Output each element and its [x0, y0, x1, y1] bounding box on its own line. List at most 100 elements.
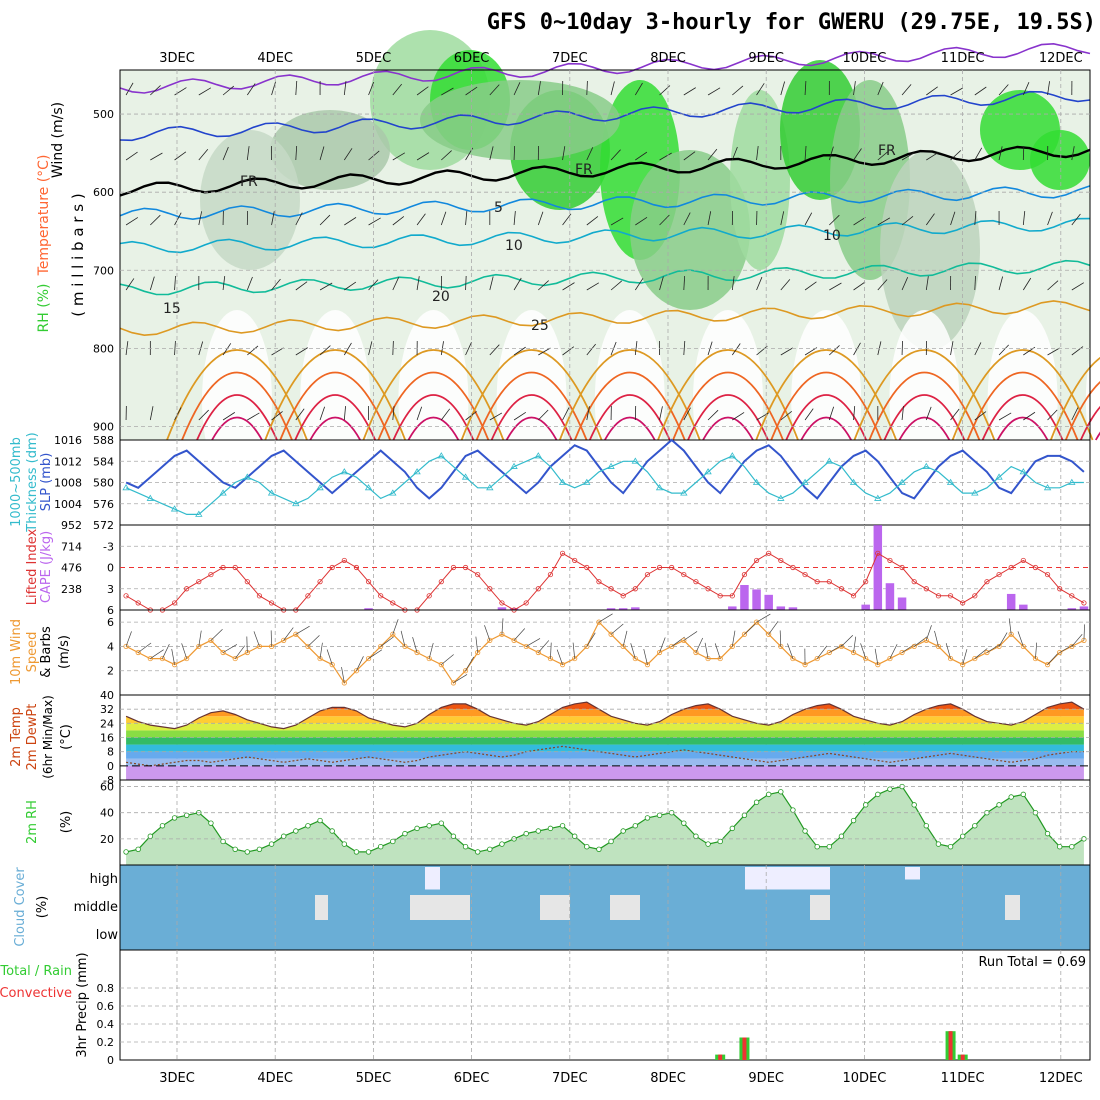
- wind-barb: [174, 341, 176, 356]
- wind-speed-point: [984, 649, 990, 656]
- rh-point: [802, 828, 808, 834]
- lifted-index-point: [196, 579, 202, 585]
- wind-speed-point: [305, 643, 311, 650]
- wind-barb: [610, 217, 624, 226]
- cape-bar: [1006, 593, 1016, 610]
- wind-barb: [828, 406, 835, 421]
- wind-speed-point: [681, 637, 687, 643]
- rh-point: [753, 799, 760, 805]
- wind-barb: [756, 83, 765, 96]
- wind-barb: [926, 86, 938, 96]
- wind-speed-point: [281, 637, 287, 643]
- upper-ytick: 800: [93, 342, 114, 355]
- cloud-level-label: high: [90, 872, 118, 887]
- temp-arch: [294, 394, 377, 441]
- wind-barb: [829, 214, 840, 226]
- lifted-index-point: [1032, 564, 1039, 571]
- wind-barb: [926, 152, 939, 161]
- wind-barb: [441, 87, 454, 96]
- lifted-index-axis-label: Lifted Index: [25, 528, 40, 605]
- lifted-index-point: [717, 593, 723, 599]
- cape-ytick: 952: [61, 519, 82, 532]
- cape-bar: [752, 589, 761, 610]
- rh-ytick: 60: [100, 781, 114, 794]
- rh-shading: [1030, 130, 1090, 190]
- rh-point: [390, 838, 396, 845]
- wind-barb: [998, 276, 1004, 291]
- wind-barb: [513, 211, 516, 226]
- temp-contour: [119, 259, 1091, 296]
- temp-contour: [119, 90, 1091, 142]
- wind-speed-point: [729, 643, 735, 650]
- wind-barb: [1047, 652, 1059, 665]
- wind-barb: [513, 412, 527, 421]
- rh-point: [911, 802, 917, 808]
- thickness-point: [340, 468, 349, 475]
- cloud-middle: [410, 895, 470, 920]
- lifted-index-point: [863, 579, 869, 585]
- lifted-index-point: [887, 557, 893, 564]
- thickness-point: [777, 494, 785, 501]
- wind-barb: [1071, 282, 1084, 291]
- wind-barb: [441, 150, 452, 161]
- rh-point: [1008, 794, 1014, 800]
- cape-ytick: 6: [107, 604, 114, 617]
- wind-barb: [1022, 82, 1030, 96]
- lifted-index-point: [947, 593, 954, 599]
- temp-contour: [119, 185, 1091, 221]
- temp-arch: [588, 394, 671, 441]
- wind-barb: [974, 211, 977, 226]
- cape-ytick: 0: [107, 562, 114, 575]
- wind-barb: [295, 347, 308, 356]
- slp-ytick: 1012: [54, 455, 82, 468]
- lifted-index-point: [256, 593, 263, 599]
- wind-barb: [222, 412, 236, 421]
- wind-barb: [780, 211, 785, 226]
- cape-bar: [606, 608, 616, 610]
- temp-band: [126, 751, 1084, 759]
- temp-arch: [898, 416, 951, 441]
- temp-band: [126, 765, 1084, 780]
- wind-barb: [1017, 631, 1024, 647]
- wind-barb: [877, 279, 888, 291]
- wind-barb: [572, 642, 576, 659]
- wind-barb: [659, 637, 666, 653]
- wind-barb: [513, 628, 526, 641]
- temp-ytick: 40: [100, 689, 114, 702]
- wind-barb: [562, 146, 566, 161]
- rh-point: [317, 817, 323, 824]
- rh-point: [438, 820, 445, 826]
- wind-barb: [368, 217, 381, 226]
- wind-barb: [731, 276, 735, 291]
- cloud-high: [905, 867, 920, 880]
- lifted-index-point: [450, 564, 457, 571]
- lifted-index-point: [790, 564, 796, 571]
- wind-barb: [368, 81, 375, 96]
- wind-barb: [860, 643, 867, 659]
- wind-barb: [538, 280, 549, 291]
- rh-point: [220, 838, 226, 845]
- wind-barb: [1047, 211, 1053, 226]
- wind-barb: [659, 214, 670, 226]
- wind-barb: [222, 85, 235, 96]
- lifted-index-point: [232, 564, 238, 571]
- wind-barb: [950, 150, 962, 161]
- temp-ytick: 16: [100, 732, 114, 745]
- rh-point: [693, 833, 699, 839]
- thickness-point: [1043, 484, 1052, 491]
- wind-barb: [683, 407, 691, 421]
- wind-barb: [756, 345, 768, 356]
- wind-speed-point: [232, 655, 238, 662]
- wind-speed-point: [911, 643, 917, 650]
- wind-speed-point: [596, 619, 602, 625]
- temperature-axis-label: Temperature (°C): [36, 155, 52, 277]
- upper-ytick: 500: [93, 108, 114, 121]
- wind-barb: [181, 643, 188, 659]
- wind-speed-point: [887, 655, 893, 662]
- lifted-index-point: [778, 557, 784, 564]
- wind-barb: [731, 630, 736, 647]
- wind-barb: [853, 217, 866, 226]
- wind-ytick: 2: [107, 665, 114, 678]
- wind-speed-point: [1057, 649, 1063, 656]
- wind-barb: [1047, 81, 1050, 96]
